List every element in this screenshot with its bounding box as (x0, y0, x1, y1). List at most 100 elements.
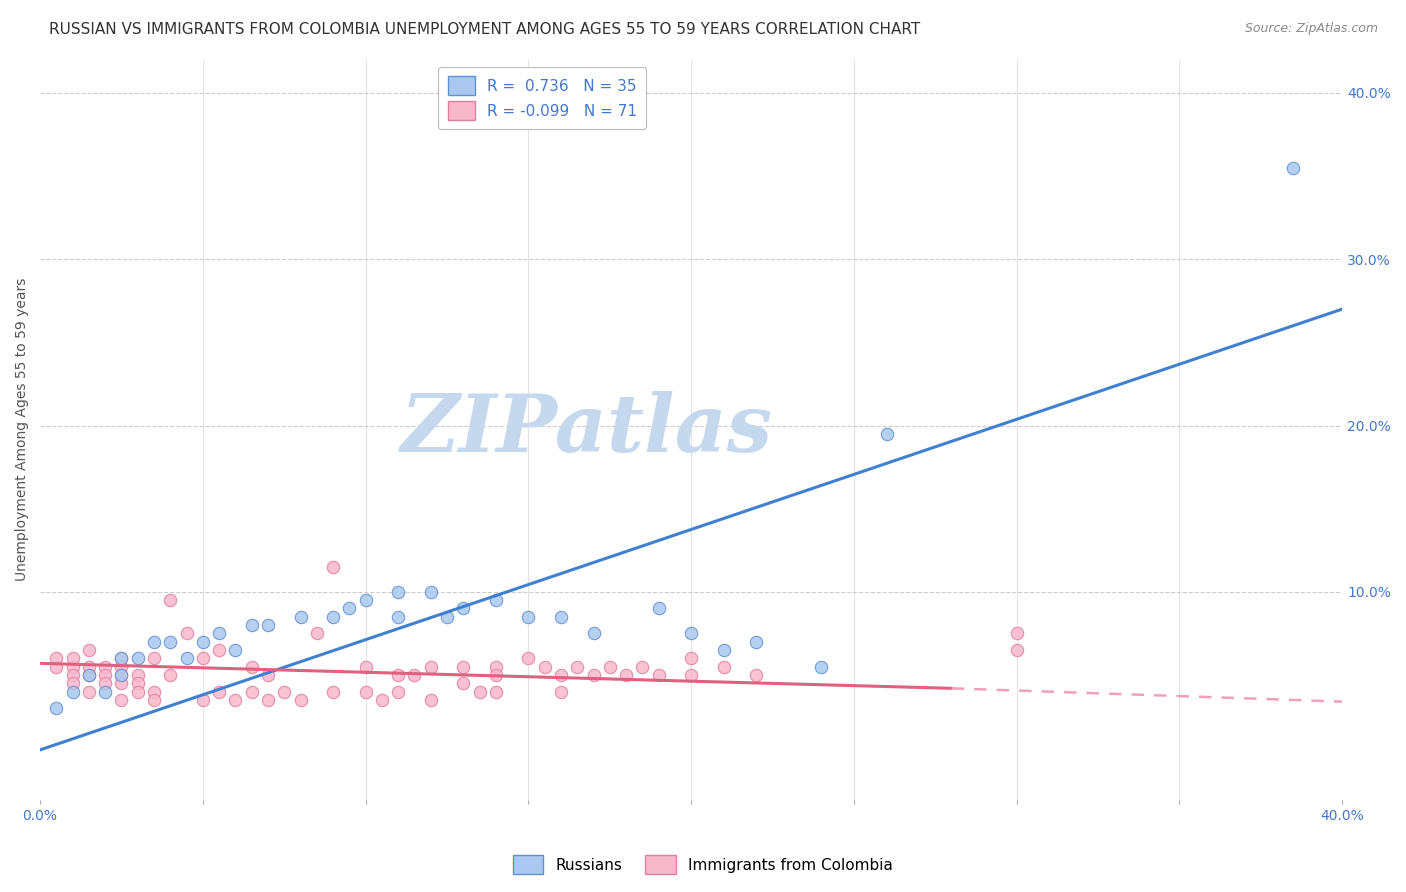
Point (62, 651, 84, 665)
Point (257, 693, 280, 707)
Point (713, 659, 735, 673)
Point (208, 684, 231, 698)
Point (159, 634, 181, 648)
Point (94, 659, 117, 673)
Point (110, 651, 132, 665)
Text: ZIPatlas: ZIPatlas (401, 391, 773, 468)
Point (582, 668, 605, 682)
Point (273, 684, 295, 698)
Point (550, 668, 572, 682)
Point (290, 609, 312, 624)
Point (143, 634, 166, 648)
Point (176, 651, 198, 665)
Point (257, 668, 280, 682)
Y-axis label: Unemployment Among Ages 55 to 59 years: Unemployment Among Ages 55 to 59 years (15, 278, 30, 582)
Point (322, 560, 344, 574)
Point (45, 659, 67, 673)
Point (533, 659, 555, 673)
Point (110, 668, 132, 682)
Point (517, 651, 540, 665)
Point (387, 684, 409, 698)
Point (94, 668, 117, 682)
Point (453, 659, 475, 673)
Point (305, 626, 328, 640)
Point (62, 684, 84, 698)
Point (681, 651, 703, 665)
Point (45, 651, 67, 665)
Point (322, 609, 344, 624)
Point (550, 684, 572, 698)
Point (94, 684, 117, 698)
Point (354, 684, 377, 698)
Point (110, 668, 132, 682)
Point (257, 618, 280, 632)
Point (143, 693, 166, 707)
Point (191, 651, 214, 665)
Point (127, 676, 149, 690)
Point (94, 676, 117, 690)
Point (647, 601, 669, 615)
Point (387, 609, 409, 624)
Point (387, 585, 409, 599)
Point (337, 601, 360, 615)
Point (240, 618, 263, 632)
Point (191, 634, 214, 648)
Point (45, 701, 67, 715)
Point (77, 643, 100, 657)
Point (485, 659, 508, 673)
Point (713, 643, 735, 657)
Point (290, 693, 312, 707)
Legend: Russians, Immigrants from Colombia: Russians, Immigrants from Colombia (506, 849, 900, 880)
Point (322, 684, 344, 698)
Point (240, 659, 263, 673)
Point (77, 668, 100, 682)
Point (485, 593, 508, 607)
Point (485, 668, 508, 682)
Point (110, 651, 132, 665)
Point (436, 609, 458, 624)
Point (1282, 161, 1305, 175)
Point (876, 426, 898, 441)
Point (110, 676, 132, 690)
Point (208, 626, 231, 640)
Point (77, 668, 100, 682)
Point (62, 659, 84, 673)
Point (810, 659, 832, 673)
Point (387, 668, 409, 682)
Point (354, 659, 377, 673)
Point (517, 609, 540, 624)
Point (127, 684, 149, 698)
Point (453, 601, 475, 615)
Point (62, 676, 84, 690)
Point (631, 659, 654, 673)
Point (110, 693, 132, 707)
Point (1005, 626, 1028, 640)
Point (485, 684, 508, 698)
Point (110, 659, 132, 673)
Legend: R =  0.736   N = 35, R = -0.099   N = 71: R = 0.736 N = 35, R = -0.099 N = 71 (439, 67, 647, 129)
Text: RUSSIAN VS IMMIGRANTS FROM COLOMBIA UNEMPLOYMENT AMONG AGES 55 TO 59 YEARS CORRE: RUSSIAN VS IMMIGRANTS FROM COLOMBIA UNEM… (49, 22, 921, 37)
Point (159, 668, 181, 682)
Point (419, 585, 441, 599)
Point (77, 684, 100, 698)
Point (614, 668, 637, 682)
Point (647, 668, 669, 682)
Point (419, 693, 441, 707)
Point (550, 609, 572, 624)
Point (745, 668, 768, 682)
Point (127, 651, 149, 665)
Point (191, 693, 214, 707)
Point (176, 626, 198, 640)
Text: Source: ZipAtlas.com: Source: ZipAtlas.com (1244, 22, 1378, 36)
Point (567, 659, 589, 673)
Point (127, 668, 149, 682)
Point (62, 668, 84, 682)
Point (208, 643, 231, 657)
Point (77, 659, 100, 673)
Point (143, 684, 166, 698)
Point (159, 593, 181, 607)
Point (681, 626, 703, 640)
Point (224, 643, 246, 657)
Point (453, 676, 475, 690)
Point (468, 684, 491, 698)
